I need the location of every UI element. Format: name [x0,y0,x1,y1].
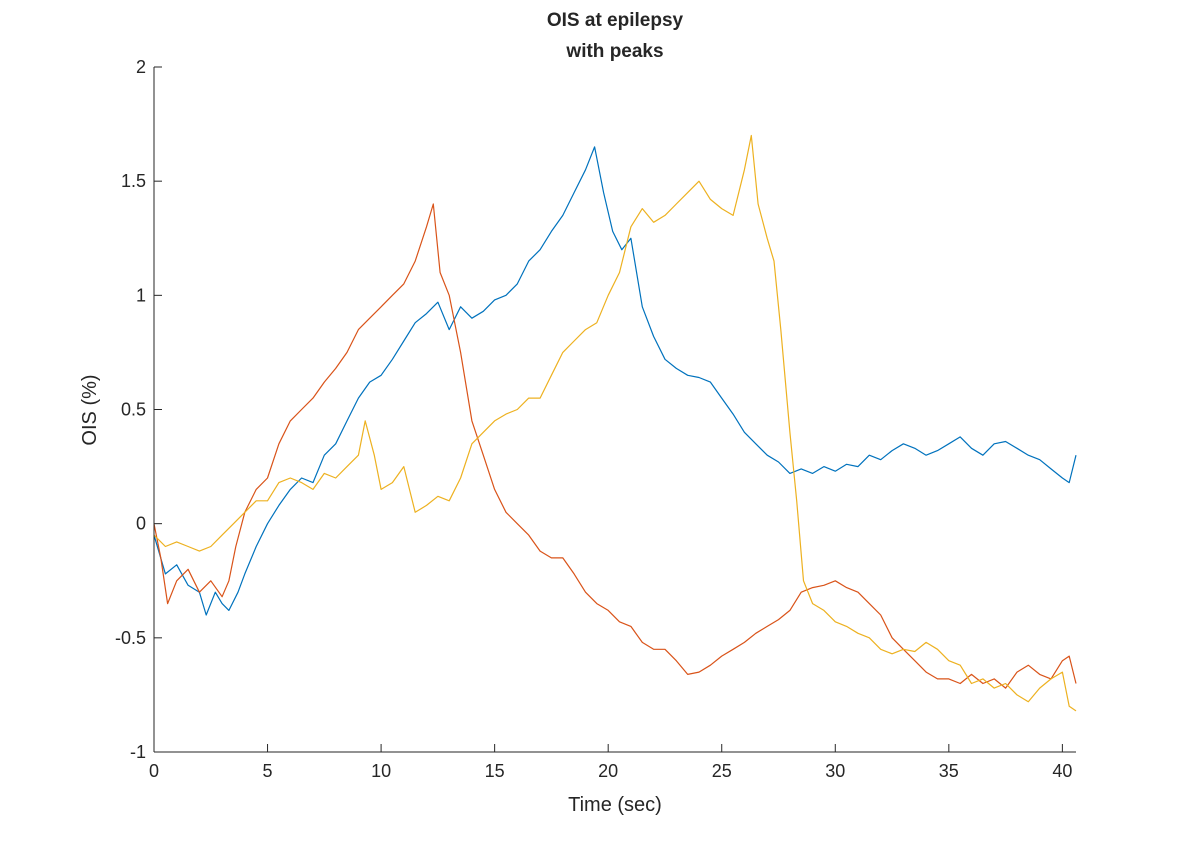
x-tick-label: 35 [939,761,959,781]
x-ticks: 0 5 10 15 20 25 30 35 40 [149,744,1072,781]
y-tick-label: 1.5 [121,171,146,191]
y-tick-label: 0.5 [121,400,146,420]
x-tick-label: 10 [371,761,391,781]
series-lines [153,134,1077,712]
x-tick-label: 30 [825,761,845,781]
y-tick-label: 2 [136,57,146,77]
series-line-2 [153,203,1077,689]
x-tick-label: 40 [1052,761,1072,781]
x-tick-label: 25 [712,761,732,781]
y-tick-label: -1 [130,742,146,762]
chart-title-line-2: with peaks [565,41,663,62]
series-line-1 [153,146,1077,616]
y-axis-label: OIS (%) [79,374,101,445]
x-axis-label: Time (sec) [568,794,662,816]
x-tick-label: 20 [598,761,618,781]
chart-title-line-1: OIS at epilepsy [547,10,684,31]
y-tick-label: 0 [136,514,146,534]
chart-title: OIS at epilepsy with peaks [547,10,684,62]
y-tick-label: -0.5 [115,628,146,648]
y-ticks: -1 -0.5 0 0.5 1 1.5 2 [115,57,162,762]
y-tick-label: 1 [136,285,146,305]
x-tick-label: 0 [149,761,159,781]
x-tick-label: 15 [485,761,505,781]
series-line-3 [153,134,1077,712]
x-tick-label: 5 [263,761,273,781]
